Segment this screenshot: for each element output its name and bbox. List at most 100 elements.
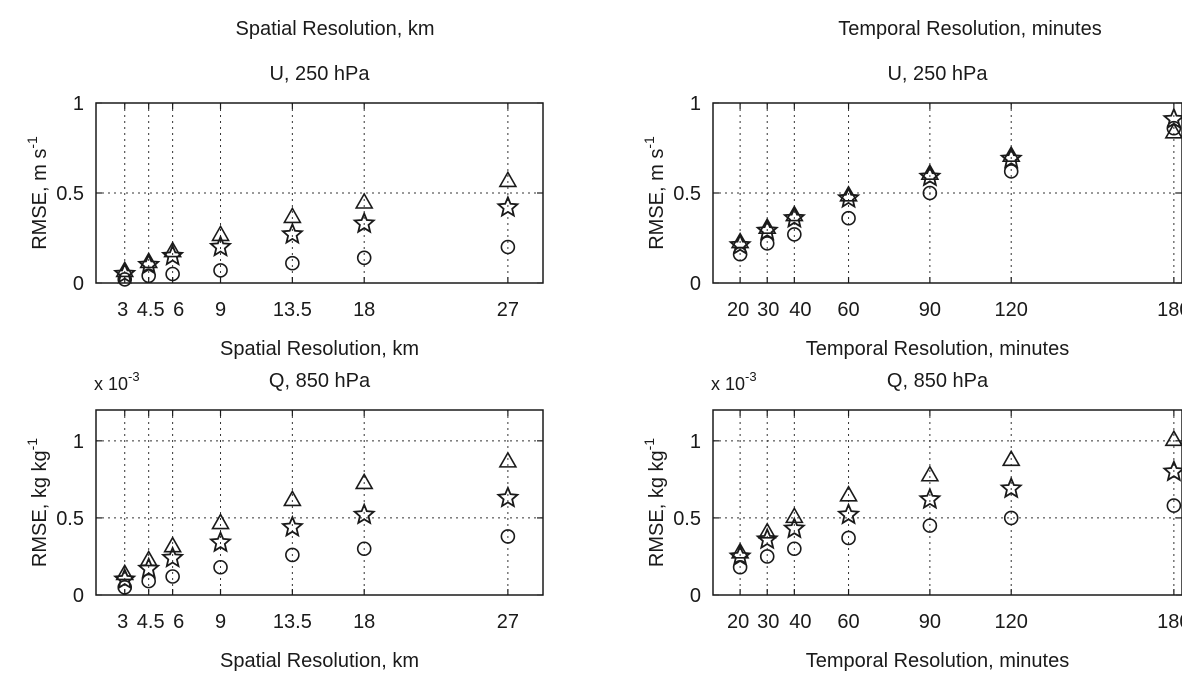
data-point-star	[136, 252, 161, 275]
x-tick-label: 180	[1157, 611, 1182, 633]
x-tick-label: 27	[497, 611, 519, 633]
series-triangle	[730, 429, 1182, 559]
y-axis-label-text: RMSE, kg kg	[646, 450, 668, 567]
y-axis-label: RMSE, m s-1	[641, 136, 668, 250]
data-point-circle	[787, 541, 802, 557]
data-point-star	[755, 218, 779, 241]
y-tick-label: 0.5	[673, 508, 701, 530]
x-tick-label: 13.5	[273, 611, 312, 633]
data-point-triangle	[784, 204, 804, 222]
y-tick-label: 0.5	[56, 508, 84, 530]
x-tick-label: 40	[789, 299, 811, 321]
x-tick-label: 9	[215, 299, 226, 321]
data-point-circle	[1003, 510, 1019, 526]
x-tick-label: 20	[727, 299, 749, 321]
x-tick-label: 120	[995, 611, 1028, 633]
data-point-star	[836, 186, 861, 209]
y-axis-label-text: RMSE, m s	[646, 149, 668, 250]
top-right-xlabel: Temporal Resolution, minutes	[838, 18, 1102, 40]
data-point-star	[782, 516, 807, 539]
data-point-circle	[165, 569, 180, 584]
data-point-circle	[165, 266, 180, 282]
data-point-triangle	[920, 465, 940, 482]
y-axis-label: RMSE, kg kg-1	[24, 438, 51, 567]
x-tick-label: 3	[117, 611, 128, 633]
data-point-star	[755, 527, 779, 550]
y-multiplier-exponent: -3	[745, 369, 757, 384]
x-tick-label: 20	[727, 611, 749, 633]
data-point-triangle	[920, 163, 940, 180]
chart-title: U, 250 hPa	[887, 63, 988, 85]
data-point-triangle	[139, 549, 159, 567]
y-multiplier: x 10-3	[94, 369, 140, 394]
data-point-circle	[356, 541, 372, 557]
data-point-triangle	[115, 563, 135, 581]
chart-title: Q, 850 hPa	[887, 370, 989, 392]
data-point-triangle	[211, 224, 230, 242]
data-point-triangle	[1164, 429, 1182, 447]
y-tick-label: 1	[73, 431, 84, 453]
data-point-triangle	[498, 451, 518, 468]
data-point-circle	[117, 579, 133, 595]
data-point-circle	[500, 239, 516, 255]
series-triangle	[115, 451, 518, 581]
data-point-circle	[732, 246, 748, 262]
data-point-star	[728, 232, 752, 256]
x-axis-label: Spatial Resolution, km	[220, 338, 419, 360]
data-point-triangle	[757, 522, 777, 539]
x-tick-label: 30	[757, 299, 779, 321]
x-tick-label: 180	[1157, 299, 1182, 321]
chart-panel-4: 20 30 40 60 90 120 180 0 0.5 1 Q, 850 hPa Temporal …	[641, 369, 1182, 672]
data-point-star	[496, 485, 520, 508]
x-tick-label: 4.5	[137, 611, 165, 633]
x-tick-label: 30	[757, 611, 779, 633]
x-tick-label: 3	[117, 299, 128, 321]
series-circle	[117, 529, 516, 595]
data-point-star	[136, 556, 161, 579]
data-point-star	[999, 146, 1023, 169]
data-point-star	[782, 205, 807, 229]
x-tick-label: 13.5	[273, 299, 312, 321]
data-point-star	[918, 487, 942, 510]
data-point-triangle	[839, 185, 858, 202]
data-point-triangle	[282, 206, 302, 224]
x-tick-label: 4.5	[137, 299, 165, 321]
data-point-star	[280, 222, 305, 245]
top-left-xlabel: Spatial Resolution, km	[235, 18, 435, 40]
data-point-triangle	[139, 251, 159, 269]
y-tick-label: 0	[73, 273, 84, 295]
y-tick-label: 0	[73, 585, 84, 607]
x-tick-label: 18	[353, 611, 375, 633]
series-circle	[117, 239, 516, 287]
x-axis-label: Temporal Resolution, minutes	[806, 338, 1069, 360]
data-point-circle	[1166, 120, 1182, 136]
x-tick-label: 60	[837, 611, 859, 633]
y-axis-label-exponent: -1	[24, 438, 40, 451]
series-triangle	[730, 122, 1182, 249]
data-point-star	[112, 567, 137, 590]
data-point-star	[918, 164, 942, 187]
x-tick-label: 40	[789, 611, 811, 633]
data-point-triangle	[757, 217, 777, 234]
data-point-star	[999, 476, 1023, 499]
data-point-triangle	[354, 192, 374, 209]
chart-panel-1: 3 4.5 6 9 13.5 18 27 0 0.5 1 U, 250 hPa Spatial Res…	[24, 63, 544, 360]
chart-panel-2: 20 30 40 60 90 120 180 0 0.5 1 U, 250 hPa Temporal …	[641, 63, 1182, 360]
data-point-star	[496, 195, 520, 218]
data-point-star	[1162, 106, 1182, 130]
data-point-circle	[759, 549, 775, 564]
data-point-triangle	[730, 542, 750, 559]
data-point-triangle	[163, 240, 183, 258]
chart-title: U, 250 hPa	[269, 63, 370, 85]
series-circle	[732, 498, 1182, 575]
y-axis-label-exponent: -1	[641, 136, 657, 149]
x-tick-label: 60	[837, 299, 859, 321]
series-circle	[732, 120, 1182, 262]
x-tick-label: 6	[173, 299, 184, 321]
data-point-triangle	[784, 506, 804, 524]
data-point-star	[836, 502, 861, 525]
data-point-triangle	[839, 485, 858, 502]
data-point-circle	[841, 210, 856, 226]
data-point-triangle	[1001, 449, 1021, 467]
data-point-circle	[787, 227, 802, 242]
